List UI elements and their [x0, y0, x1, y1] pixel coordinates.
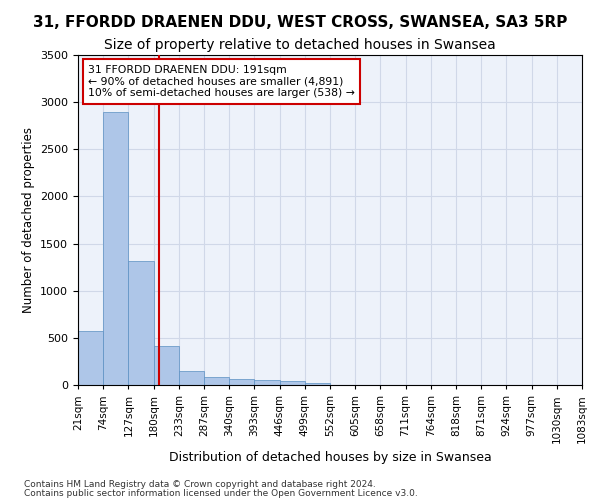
- Bar: [128, 262, 154, 385]
- Bar: [254, 380, 280, 385]
- Bar: [229, 380, 254, 385]
- X-axis label: Distribution of detached houses by size in Swansea: Distribution of detached houses by size …: [169, 451, 491, 464]
- Bar: [204, 378, 229, 385]
- Text: 31 FFORDD DRAENEN DDU: 191sqm
← 90% of detached houses are smaller (4,891)
10% o: 31 FFORDD DRAENEN DDU: 191sqm ← 90% of d…: [88, 65, 355, 98]
- Bar: [78, 332, 103, 385]
- Text: Contains public sector information licensed under the Open Government Licence v3: Contains public sector information licen…: [24, 489, 418, 498]
- Y-axis label: Number of detached properties: Number of detached properties: [22, 127, 35, 313]
- Text: Contains HM Land Registry data © Crown copyright and database right 2024.: Contains HM Land Registry data © Crown c…: [24, 480, 376, 489]
- Bar: [179, 371, 204, 385]
- Bar: [154, 346, 179, 385]
- Bar: [305, 383, 330, 385]
- Bar: [103, 112, 128, 385]
- Bar: [280, 381, 305, 385]
- Text: 31, FFORDD DRAENEN DDU, WEST CROSS, SWANSEA, SA3 5RP: 31, FFORDD DRAENEN DDU, WEST CROSS, SWAN…: [33, 15, 567, 30]
- Text: Size of property relative to detached houses in Swansea: Size of property relative to detached ho…: [104, 38, 496, 52]
